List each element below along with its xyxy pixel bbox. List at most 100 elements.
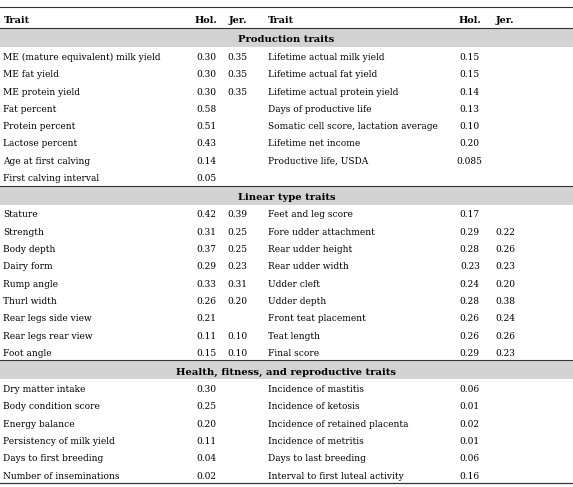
Text: Body depth: Body depth	[3, 245, 56, 254]
Text: Incidence of ketosis: Incidence of ketosis	[268, 402, 360, 412]
Bar	[0, 257, 573, 274]
Bar	[0, 116, 573, 133]
Text: 0.24: 0.24	[496, 314, 515, 323]
Bar	[0, 7, 573, 28]
Text: Productive life, USDA: Productive life, USDA	[268, 157, 368, 166]
Text: Hol.: Hol.	[195, 16, 218, 25]
Text: Protein percent: Protein percent	[3, 122, 76, 131]
Text: 0.01: 0.01	[460, 402, 480, 412]
Text: 0.21: 0.21	[197, 314, 216, 323]
Text: 0.25: 0.25	[227, 245, 248, 254]
Text: 0.25: 0.25	[227, 228, 248, 237]
Text: 0.14: 0.14	[460, 88, 480, 96]
Text: 0.15: 0.15	[460, 70, 480, 79]
Text: 0.20: 0.20	[496, 280, 515, 289]
Text: 0.02: 0.02	[197, 472, 216, 481]
Text: Fat percent: Fat percent	[3, 105, 57, 114]
Text: Strength: Strength	[3, 228, 44, 237]
Text: Lifetime net income: Lifetime net income	[268, 139, 360, 149]
Bar	[0, 291, 573, 308]
Text: 0.25: 0.25	[196, 402, 217, 412]
Bar	[0, 326, 573, 343]
Text: 0.06: 0.06	[460, 454, 480, 464]
Text: 0.20: 0.20	[460, 139, 480, 149]
Text: 0.11: 0.11	[196, 437, 217, 446]
Text: 0.16: 0.16	[460, 472, 480, 481]
Text: 0.10: 0.10	[460, 122, 480, 131]
Text: ME protein yield: ME protein yield	[3, 88, 80, 96]
Text: 0.43: 0.43	[197, 139, 216, 149]
Text: Days to last breeding: Days to last breeding	[268, 454, 366, 464]
Text: 0.39: 0.39	[228, 210, 248, 220]
Text: 0.31: 0.31	[228, 280, 248, 289]
Text: 0.38: 0.38	[496, 297, 515, 306]
Text: Feet and leg score: Feet and leg score	[268, 210, 353, 220]
Text: 0.04: 0.04	[196, 454, 217, 464]
Text: Production traits: Production traits	[238, 36, 335, 44]
Bar	[0, 168, 573, 186]
Text: 0.29: 0.29	[460, 349, 480, 358]
Text: Jer.: Jer.	[229, 16, 247, 25]
Text: 0.23: 0.23	[460, 262, 480, 271]
Text: Fore udder attachment: Fore udder attachment	[268, 228, 375, 237]
Text: Linear type traits: Linear type traits	[238, 193, 335, 202]
Text: Udder cleft: Udder cleft	[268, 280, 320, 289]
Text: 0.15: 0.15	[196, 349, 217, 358]
Text: Age at first calving: Age at first calving	[3, 157, 91, 166]
Text: Dairy form: Dairy form	[3, 262, 53, 271]
Text: Incidence of retained placenta: Incidence of retained placenta	[268, 420, 409, 429]
Bar	[0, 205, 573, 222]
Text: Front teat placement: Front teat placement	[268, 314, 366, 323]
Text: Trait: Trait	[268, 16, 295, 25]
Bar	[0, 99, 573, 116]
Text: 0.26: 0.26	[460, 332, 480, 340]
Text: 0.14: 0.14	[196, 157, 217, 166]
Bar	[0, 64, 573, 82]
Text: 0.085: 0.085	[457, 157, 483, 166]
Text: 0.23: 0.23	[496, 349, 515, 358]
Text: Jer.: Jer.	[496, 16, 515, 25]
Text: 0.29: 0.29	[197, 262, 216, 271]
Text: 0.10: 0.10	[227, 332, 248, 340]
Text: 0.02: 0.02	[460, 420, 480, 429]
Bar	[0, 47, 573, 64]
Text: 0.30: 0.30	[197, 53, 216, 62]
Text: Health, fitness, and reproductive traits: Health, fitness, and reproductive traits	[176, 368, 397, 376]
Text: 0.58: 0.58	[196, 105, 217, 114]
Text: Rear udder width: Rear udder width	[268, 262, 349, 271]
Text: 0.28: 0.28	[460, 245, 480, 254]
Text: 0.23: 0.23	[228, 262, 248, 271]
Text: 0.23: 0.23	[496, 262, 515, 271]
Text: Incidence of mastitis: Incidence of mastitis	[268, 385, 364, 394]
Text: Energy balance: Energy balance	[3, 420, 75, 429]
Text: 0.30: 0.30	[197, 70, 216, 79]
Text: Foot angle: Foot angle	[3, 349, 52, 358]
Bar	[0, 396, 573, 414]
Text: Dry matter intake: Dry matter intake	[3, 385, 86, 394]
Text: ME (mature equivalent) milk yield: ME (mature equivalent) milk yield	[3, 53, 161, 62]
Text: Udder depth: Udder depth	[268, 297, 327, 306]
Bar	[0, 186, 573, 205]
Text: Number of inseminations: Number of inseminations	[3, 472, 120, 481]
Text: 0.26: 0.26	[496, 245, 515, 254]
Text: 0.26: 0.26	[197, 297, 216, 306]
Text: 0.20: 0.20	[228, 297, 248, 306]
Text: Teat length: Teat length	[268, 332, 320, 340]
Text: 0.35: 0.35	[227, 70, 248, 79]
Text: 0.30: 0.30	[197, 385, 216, 394]
Text: Hol.: Hol.	[458, 16, 481, 25]
Bar	[0, 133, 573, 151]
Text: Interval to first luteal activity: Interval to first luteal activity	[268, 472, 404, 481]
Text: Lactose percent: Lactose percent	[3, 139, 78, 149]
Bar	[0, 28, 573, 47]
Text: 0.42: 0.42	[197, 210, 216, 220]
Text: 0.37: 0.37	[197, 245, 216, 254]
Text: 0.28: 0.28	[460, 297, 480, 306]
Text: 0.22: 0.22	[496, 228, 515, 237]
Text: 0.35: 0.35	[227, 88, 248, 96]
Text: Thurl width: Thurl width	[3, 297, 57, 306]
Text: 0.17: 0.17	[460, 210, 480, 220]
Bar	[0, 414, 573, 431]
Text: 0.30: 0.30	[197, 88, 216, 96]
Text: 0.06: 0.06	[460, 385, 480, 394]
